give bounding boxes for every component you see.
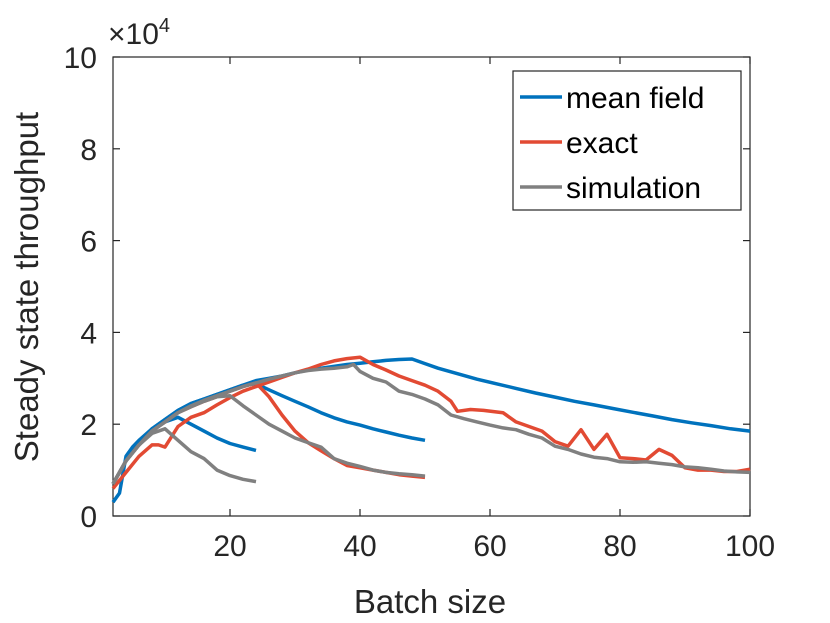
y-multiplier-exponent: 4 <box>159 15 170 37</box>
x-tick-label-80: 80 <box>603 530 636 563</box>
ticks-layer: 20 40 60 80 100 0 2 4 6 8 10 <box>64 42 775 563</box>
y-axis-multiplier: ×104 <box>108 15 170 51</box>
legend-label-simulation: simulation <box>566 172 701 205</box>
y-tick-label-0: 0 <box>80 501 97 534</box>
y-tick-label-8: 8 <box>80 134 97 167</box>
x-tick-label-100: 100 <box>725 530 775 563</box>
y-tick-label-4: 4 <box>80 317 97 350</box>
y-tick-label-10: 10 <box>64 42 97 75</box>
series-line-exact-3 <box>111 355 751 490</box>
legend-label-exact: exact <box>566 127 638 160</box>
y-axis-label: Steady state throughput <box>8 112 45 462</box>
x-tick-label-60: 60 <box>473 530 506 563</box>
series-line-simulation-7 <box>111 362 751 485</box>
y-tick-label-6: 6 <box>80 226 97 259</box>
x-tick-label-40: 40 <box>343 530 376 563</box>
x-axis-label: Batch size <box>354 583 506 620</box>
series-line-mean-field-0 <box>111 415 257 504</box>
legend-label-mean-field: mean field <box>566 82 704 115</box>
series-layer <box>111 355 751 504</box>
x-tick-label-20: 20 <box>213 530 246 563</box>
y-multiplier-base: ×10 <box>108 18 159 51</box>
y-tick-label-2: 2 <box>80 409 97 442</box>
legend: mean field exact simulation <box>512 70 742 211</box>
